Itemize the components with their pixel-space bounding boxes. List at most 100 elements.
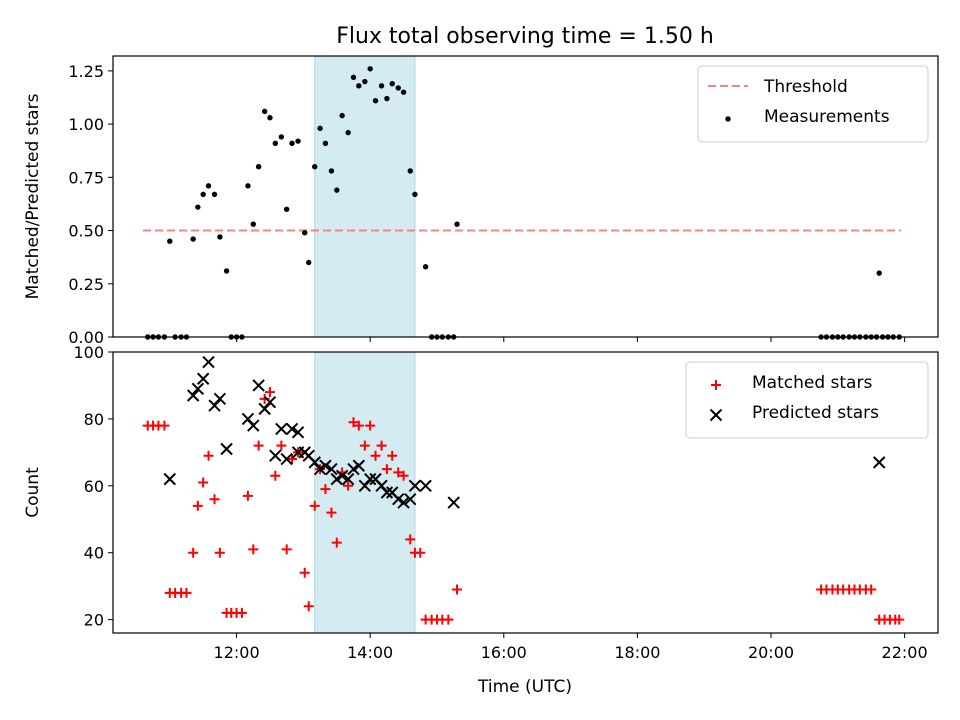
y-axis-label: Matched/Predicted stars xyxy=(23,93,43,299)
data-point xyxy=(876,270,882,276)
y-tick-label: 1.25 xyxy=(68,62,104,81)
legend-marker xyxy=(709,408,723,422)
data-point xyxy=(267,115,273,121)
data-point xyxy=(339,112,345,119)
data-point xyxy=(345,129,351,136)
data-point xyxy=(419,479,432,493)
data-point xyxy=(302,229,308,236)
legend-label: Measurements xyxy=(764,107,890,127)
data-point xyxy=(203,450,214,461)
data-point xyxy=(376,440,387,451)
axes-frame xyxy=(112,351,939,634)
data-point xyxy=(299,567,310,578)
data-point xyxy=(454,221,460,227)
data-point xyxy=(405,534,416,545)
data-point xyxy=(283,206,290,212)
data-point xyxy=(447,496,460,509)
data-point xyxy=(397,496,410,509)
axes-frame xyxy=(112,55,939,338)
data-point xyxy=(223,268,230,274)
data-point xyxy=(400,89,407,95)
x-axis-label: Time (UTC) xyxy=(477,677,572,697)
data-point xyxy=(356,83,362,89)
data-point xyxy=(214,547,225,558)
data-point xyxy=(181,587,192,598)
data-point xyxy=(255,163,262,170)
data-point xyxy=(198,477,209,488)
data-point xyxy=(211,191,218,198)
data-point xyxy=(270,470,281,481)
data-point xyxy=(306,259,312,266)
data-point xyxy=(205,183,212,189)
legend-box xyxy=(697,65,929,143)
data-point xyxy=(350,74,357,80)
y-tick-label: 100 xyxy=(73,343,104,362)
data-point xyxy=(328,168,335,174)
data-point xyxy=(217,234,223,240)
data-point xyxy=(280,452,293,466)
data-point xyxy=(295,138,301,144)
data-point xyxy=(213,392,227,406)
data-point xyxy=(289,140,295,146)
data-point xyxy=(220,442,233,456)
data-point xyxy=(303,601,314,612)
data-point xyxy=(378,83,385,89)
data-point xyxy=(352,459,366,472)
data-point xyxy=(236,607,247,618)
data-point xyxy=(341,472,355,486)
legend-label: Predicted stars xyxy=(752,403,879,423)
data-point xyxy=(325,462,338,476)
legend: Matched stars Predicted stars xyxy=(685,361,929,439)
data-point xyxy=(202,355,215,369)
data-point xyxy=(384,95,390,102)
data-point xyxy=(242,490,253,501)
legend-box xyxy=(685,361,929,439)
data-point xyxy=(387,450,398,461)
data-point xyxy=(272,140,279,146)
data-point xyxy=(348,417,359,428)
data-point xyxy=(252,379,265,392)
data-point xyxy=(407,168,413,174)
data-point xyxy=(195,204,201,210)
observing-window-span xyxy=(314,55,416,338)
data-point xyxy=(359,440,370,451)
data-point xyxy=(322,140,329,146)
data-point xyxy=(408,479,422,493)
data-point xyxy=(159,420,170,431)
data-point xyxy=(412,191,418,198)
y-axis-label: Count xyxy=(23,467,43,518)
y-tick-label: 1.00 xyxy=(68,115,104,134)
data-point xyxy=(285,422,299,436)
x-tick-label: 14:00 xyxy=(347,643,393,662)
data-point xyxy=(261,108,268,115)
data-point xyxy=(343,480,354,491)
data-point xyxy=(398,470,409,481)
legend-label: Matched stars xyxy=(752,373,872,393)
data-point xyxy=(247,419,260,432)
data-point xyxy=(452,584,463,595)
y-tick-label: 40 xyxy=(84,544,104,563)
data-point xyxy=(200,191,206,198)
data-point xyxy=(334,187,340,193)
series-matched-stars xyxy=(142,387,905,625)
series-predicted-stars xyxy=(163,355,886,509)
figure-title: Flux total observing time = 1.50 h xyxy=(336,24,714,49)
legend: Threshold Measurements xyxy=(697,65,929,143)
data-point xyxy=(167,238,173,244)
data-point xyxy=(443,614,454,625)
data-point xyxy=(281,544,292,555)
data-point xyxy=(320,484,331,495)
data-point xyxy=(248,544,259,555)
data-point xyxy=(188,547,199,558)
y-tick-label: 0.00 xyxy=(68,328,104,347)
bottom-panel: 20 40 60 80 100 12:00 14:00 16:00 18:00 20:00 22:0… xyxy=(23,343,939,662)
legend-marker xyxy=(725,116,731,122)
data-point xyxy=(362,78,368,85)
data-point xyxy=(866,584,877,595)
data-point xyxy=(331,537,342,548)
data-point xyxy=(190,236,196,242)
data-point xyxy=(422,264,429,270)
data-point xyxy=(275,422,288,436)
data-point xyxy=(319,459,332,472)
